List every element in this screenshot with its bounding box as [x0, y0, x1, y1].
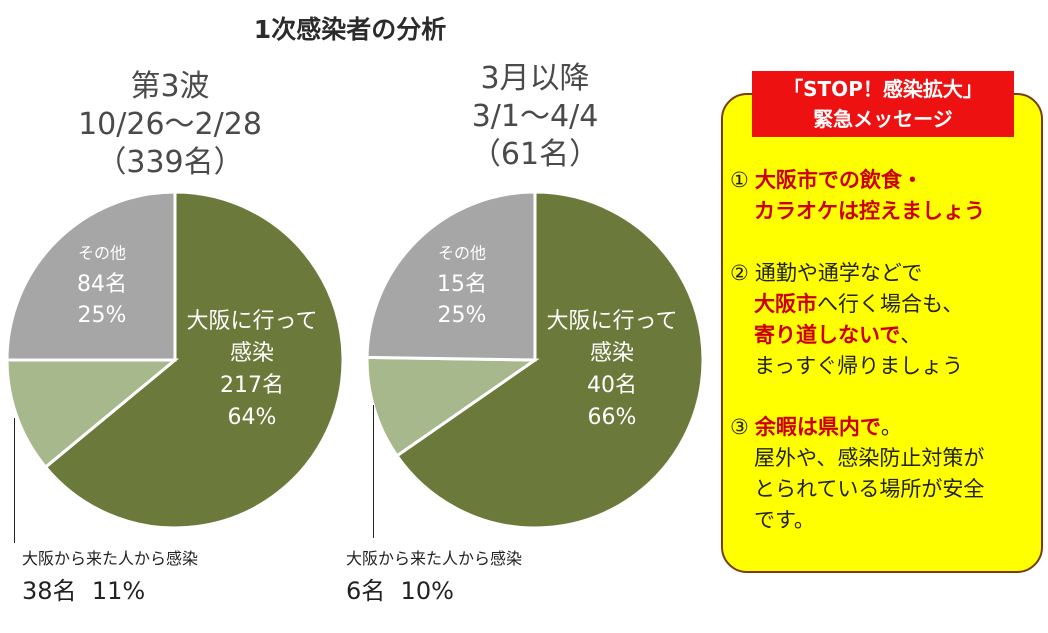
leader-line-1 [14, 418, 15, 543]
pie2-slice-osaka [394, 190, 705, 530]
pie2-label-other-1: 15名 [437, 272, 487, 297]
message-item-1: ① 大阪市での飲食・カラオケは控えましょう [730, 165, 985, 227]
page-title: 1次感染者の分析 [253, 15, 447, 44]
message-item-3-text: とられている場所が安全 [754, 477, 985, 501]
chart2-from-osaka-count: 6名 [346, 577, 386, 605]
pie1-label-other-0: その他 [78, 244, 126, 263]
pie2-label-osaka-1: 感染 [590, 341, 634, 366]
message-item-2-line-1: ② 通勤や通学などで [730, 258, 963, 289]
message-item-3-number: ③ [730, 415, 749, 439]
chart1-from-osaka-pct: 11% [91, 577, 146, 605]
message-item-3-text: 屋外や、感染防止対策が [754, 446, 985, 470]
pie1-label-other-1: 84名 [77, 272, 127, 297]
chart1-title-line3: （339名） [96, 145, 244, 180]
leader-line-2 [373, 405, 374, 538]
message-item-3-line-1: ③ 余暇は県内で。 [730, 412, 984, 443]
message-header-line2: 緊急メッセージ [813, 107, 953, 131]
chart2-from-osaka-note: 大阪から来た人から感染 6名 10% [346, 545, 522, 606]
chart2-from-osaka-pct: 10% [400, 577, 454, 605]
pie2-slice-from_osaka [365, 355, 540, 458]
chart1-title-line2: 10/26～2/28 [78, 107, 262, 142]
message-item-2-text: 通勤や通学などで [754, 261, 923, 285]
pie1-slice-osaka [43, 190, 345, 530]
chart1-from-osaka-values: 38名 11% [22, 571, 198, 606]
chart2-title-line2: 3/1～4/4 [471, 99, 599, 134]
message-header-line1: 「STOP！感染拡大」 [783, 77, 983, 101]
chart2-title: 3月以降 3/1～4/4 （61名） [405, 60, 665, 174]
message-item-2-number: ② [730, 261, 749, 285]
message-item-3: ③ 余暇は県内で。屋外や、感染防止対策が とられている場所が安全 です。 [730, 412, 984, 536]
message-item-3-line-2: 屋外や、感染防止対策が [730, 443, 984, 474]
message-item-2: ② 通勤や通学などで 大阪市へ行く場合も、 寄り道しないで、 まっすぐ帰りましょう [730, 258, 963, 382]
pie1-label-osaka-0: 大阪に行って [187, 309, 318, 334]
message-header: 「STOP！感染拡大」 緊急メッセージ [752, 71, 1014, 137]
message-panel [721, 93, 1043, 573]
pie2-label-osaka-3: 66% [588, 405, 637, 430]
message-item-3-line-4: です。 [730, 505, 984, 536]
message-item-2-line-4: まっすぐ帰りましょう [730, 351, 963, 382]
chart1-title: 第3波 10/26～2/28 （339名） [40, 68, 300, 182]
chart2-from-osaka-values: 6名 10% [346, 571, 522, 606]
message-item-1-line-1: ① 大阪市での飲食・ [730, 165, 985, 196]
message-item-2-text: 寄り道しないで [754, 323, 901, 347]
chart2-title-line3: （61名） [470, 137, 600, 172]
pie1-slice-from_osaka [5, 358, 180, 470]
pie1-slice-other [5, 190, 177, 362]
message-item-2-line-2: 大阪市へ行く場合も、 [730, 289, 963, 320]
message-item-1-line-2: カラオケは控えましょう [730, 196, 985, 227]
pie2-label-other-2: 25% [438, 303, 487, 328]
message-item-3-text: 。 [880, 415, 902, 439]
pie1-label-other-2: 25% [78, 303, 127, 328]
chart1-title-line1: 第3波 [130, 69, 210, 104]
message-item-3-text: 余暇は県内で [754, 415, 881, 439]
pie1-label-osaka-3: 64% [228, 405, 277, 430]
pie1-label-osaka-2: 217名 [220, 373, 284, 398]
chart2-from-osaka-label: 大阪から来た人から感染 [346, 549, 523, 568]
message-item-2-line-3: 寄り道しないで、 [730, 320, 963, 351]
message-item-2-text: へ行く場合も、 [817, 292, 964, 316]
pie2-label-osaka-2: 40名 [587, 373, 637, 398]
message-item-3-text: です。 [754, 508, 815, 532]
chart1-from-osaka-note: 大阪から来た人から感染 38名 11% [22, 545, 198, 606]
pie1-label-osaka-1: 感染 [230, 341, 274, 366]
chart1-from-osaka-count: 38名 [22, 577, 77, 605]
chart2-title-line1: 3月以降 [480, 61, 590, 96]
message-item-1-text: 大阪市での飲食・ [754, 168, 923, 192]
chart1-from-osaka-label: 大阪から来た人から感染 [22, 549, 199, 568]
message-item-1-text: カラオケは控えましょう [754, 199, 985, 223]
message-item-2-text: 、 [900, 323, 922, 347]
pie2-label-other-0: その他 [438, 244, 486, 263]
message-item-1-number: ① [730, 168, 749, 192]
pie2-slice-other [365, 190, 537, 362]
pie2-label-osaka-0: 大阪に行って [547, 309, 678, 334]
message-item-3-line-3: とられている場所が安全 [730, 474, 984, 505]
message-item-2-text: まっすぐ帰りましょう [754, 354, 964, 378]
message-item-2-text: 大阪市 [754, 292, 817, 316]
